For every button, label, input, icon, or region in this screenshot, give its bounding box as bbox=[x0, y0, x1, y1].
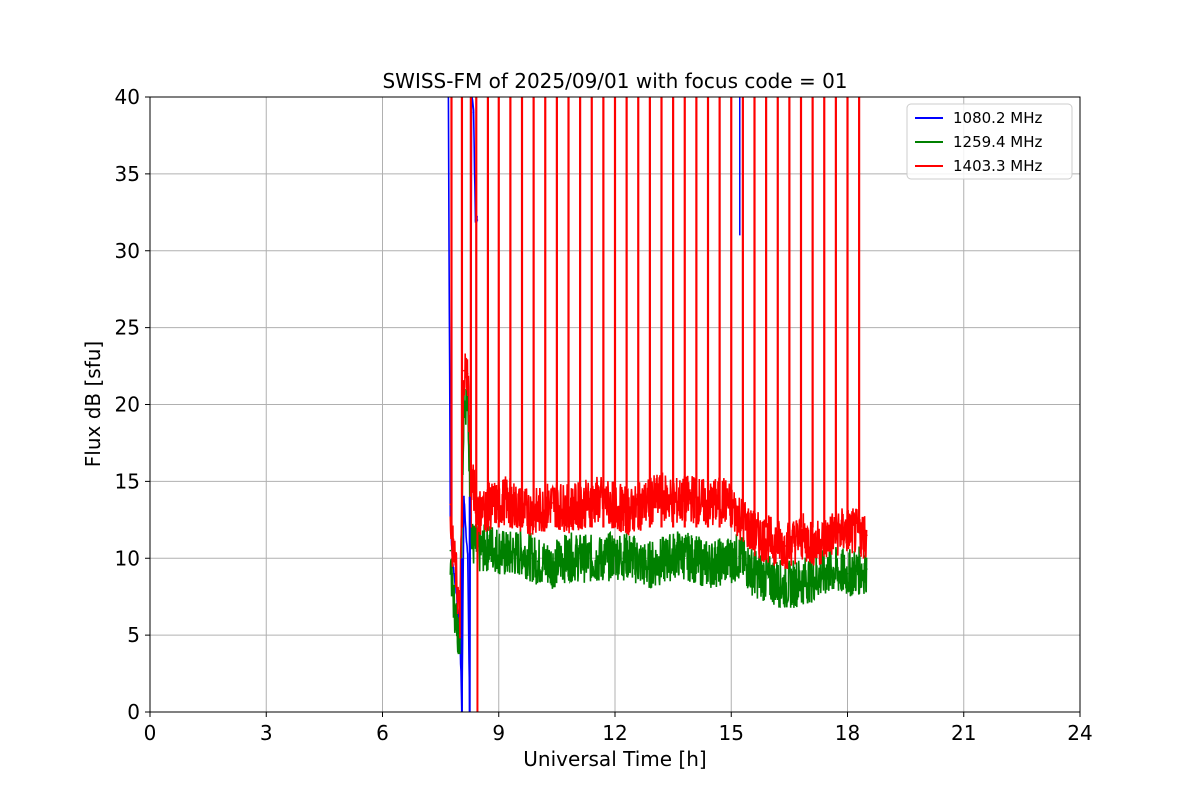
data-point bbox=[660, 560, 663, 563]
data-point bbox=[815, 543, 818, 546]
legend: 1080.2 MHz 1259.4 MHz 1403.3 MHz bbox=[906, 103, 1073, 180]
x-tick-label: 15 bbox=[719, 721, 744, 745]
data-point bbox=[800, 580, 802, 583]
y-tick-label: 10 bbox=[115, 546, 140, 570]
x-tick-label: 18 bbox=[835, 721, 860, 745]
series-line bbox=[449, 382, 868, 655]
calibration-spikes bbox=[450, 97, 861, 712]
legend-label: 1403.3 MHz bbox=[953, 157, 1042, 175]
data-point bbox=[866, 568, 868, 570]
data-point bbox=[490, 545, 492, 547]
data-point bbox=[645, 565, 647, 567]
data-point bbox=[455, 618, 457, 621]
data-point bbox=[490, 505, 492, 507]
data-point bbox=[738, 555, 740, 558]
data-point bbox=[614, 554, 616, 556]
data-point bbox=[800, 535, 802, 538]
data-point bbox=[738, 514, 740, 516]
data-point bbox=[583, 557, 585, 560]
data-point bbox=[552, 502, 554, 504]
data-point bbox=[598, 558, 601, 561]
x-tick-label: 21 bbox=[951, 721, 976, 745]
data-point bbox=[552, 563, 554, 566]
data-point bbox=[472, 111, 475, 114]
legend-label: 1259.4 MHz bbox=[953, 133, 1042, 151]
data-point bbox=[478, 549, 481, 552]
data-point bbox=[707, 563, 709, 566]
data-point bbox=[478, 511, 481, 513]
data-point bbox=[505, 499, 508, 501]
y-tick-label: 25 bbox=[115, 316, 140, 340]
data-point bbox=[629, 555, 632, 558]
x-tick-label: 0 bbox=[144, 721, 157, 745]
data-point bbox=[691, 557, 694, 560]
data-point bbox=[753, 534, 756, 536]
data-point bbox=[470, 542, 473, 544]
data-point bbox=[536, 560, 539, 563]
x-tick-label: 12 bbox=[602, 721, 627, 745]
data-point bbox=[451, 542, 454, 544]
data-point bbox=[463, 369, 465, 372]
data-point bbox=[831, 569, 833, 572]
x-tick-label: 24 bbox=[1067, 721, 1092, 745]
data-point bbox=[463, 495, 465, 498]
data-point bbox=[769, 539, 771, 541]
x-tick-label: 9 bbox=[492, 721, 505, 745]
series-layer bbox=[447, 97, 868, 712]
data-point bbox=[753, 572, 756, 575]
data-point bbox=[459, 618, 461, 621]
data-point bbox=[846, 572, 849, 575]
data-point bbox=[567, 555, 570, 558]
data-point bbox=[831, 532, 833, 535]
data-point bbox=[505, 554, 508, 556]
y-tick-label: 15 bbox=[115, 469, 140, 493]
legend-label: 1080.2 MHz bbox=[953, 109, 1042, 127]
data-point bbox=[466, 557, 469, 560]
x-axis-label: Universal Time [h] bbox=[523, 747, 706, 771]
data-point bbox=[769, 578, 771, 581]
y-axis-label: Flux dB [sfu] bbox=[81, 341, 105, 467]
data-point bbox=[866, 534, 868, 536]
data-point bbox=[451, 588, 454, 590]
data-point bbox=[815, 575, 818, 578]
chart-title: SWISS-FM of 2025/09/01 with focus code =… bbox=[382, 69, 847, 93]
data-point bbox=[722, 560, 725, 563]
data-point bbox=[449, 549, 452, 552]
data-point bbox=[676, 552, 678, 555]
y-tick-label: 35 bbox=[115, 162, 140, 186]
data-point bbox=[455, 572, 457, 575]
data-point bbox=[521, 551, 523, 553]
x-tick-label: 3 bbox=[260, 721, 273, 745]
data-point bbox=[583, 503, 585, 506]
y-tick-label: 20 bbox=[115, 393, 140, 417]
data-point bbox=[676, 500, 678, 503]
data-point bbox=[691, 497, 694, 500]
data-point bbox=[846, 529, 849, 532]
data-point bbox=[536, 511, 539, 513]
data-point bbox=[466, 372, 469, 375]
y-tick-label: 40 bbox=[115, 85, 140, 109]
data-point bbox=[722, 499, 725, 501]
data-point bbox=[784, 585, 787, 587]
series-line bbox=[449, 353, 868, 639]
legend-box bbox=[906, 103, 1073, 180]
x-tick-label: 6 bbox=[376, 721, 389, 745]
y-tick-label: 30 bbox=[115, 239, 140, 263]
y-tick-label: 5 bbox=[127, 623, 140, 647]
y-tick-label: 0 bbox=[127, 700, 140, 724]
data-point bbox=[598, 499, 601, 501]
data-point bbox=[645, 502, 647, 504]
tick-layer: 0 3 6 9 12 15 18 21 24 0 5 10 15 20 25 30 35 40 bbox=[115, 85, 1093, 745]
data-point bbox=[629, 511, 632, 513]
data-point bbox=[784, 545, 787, 547]
